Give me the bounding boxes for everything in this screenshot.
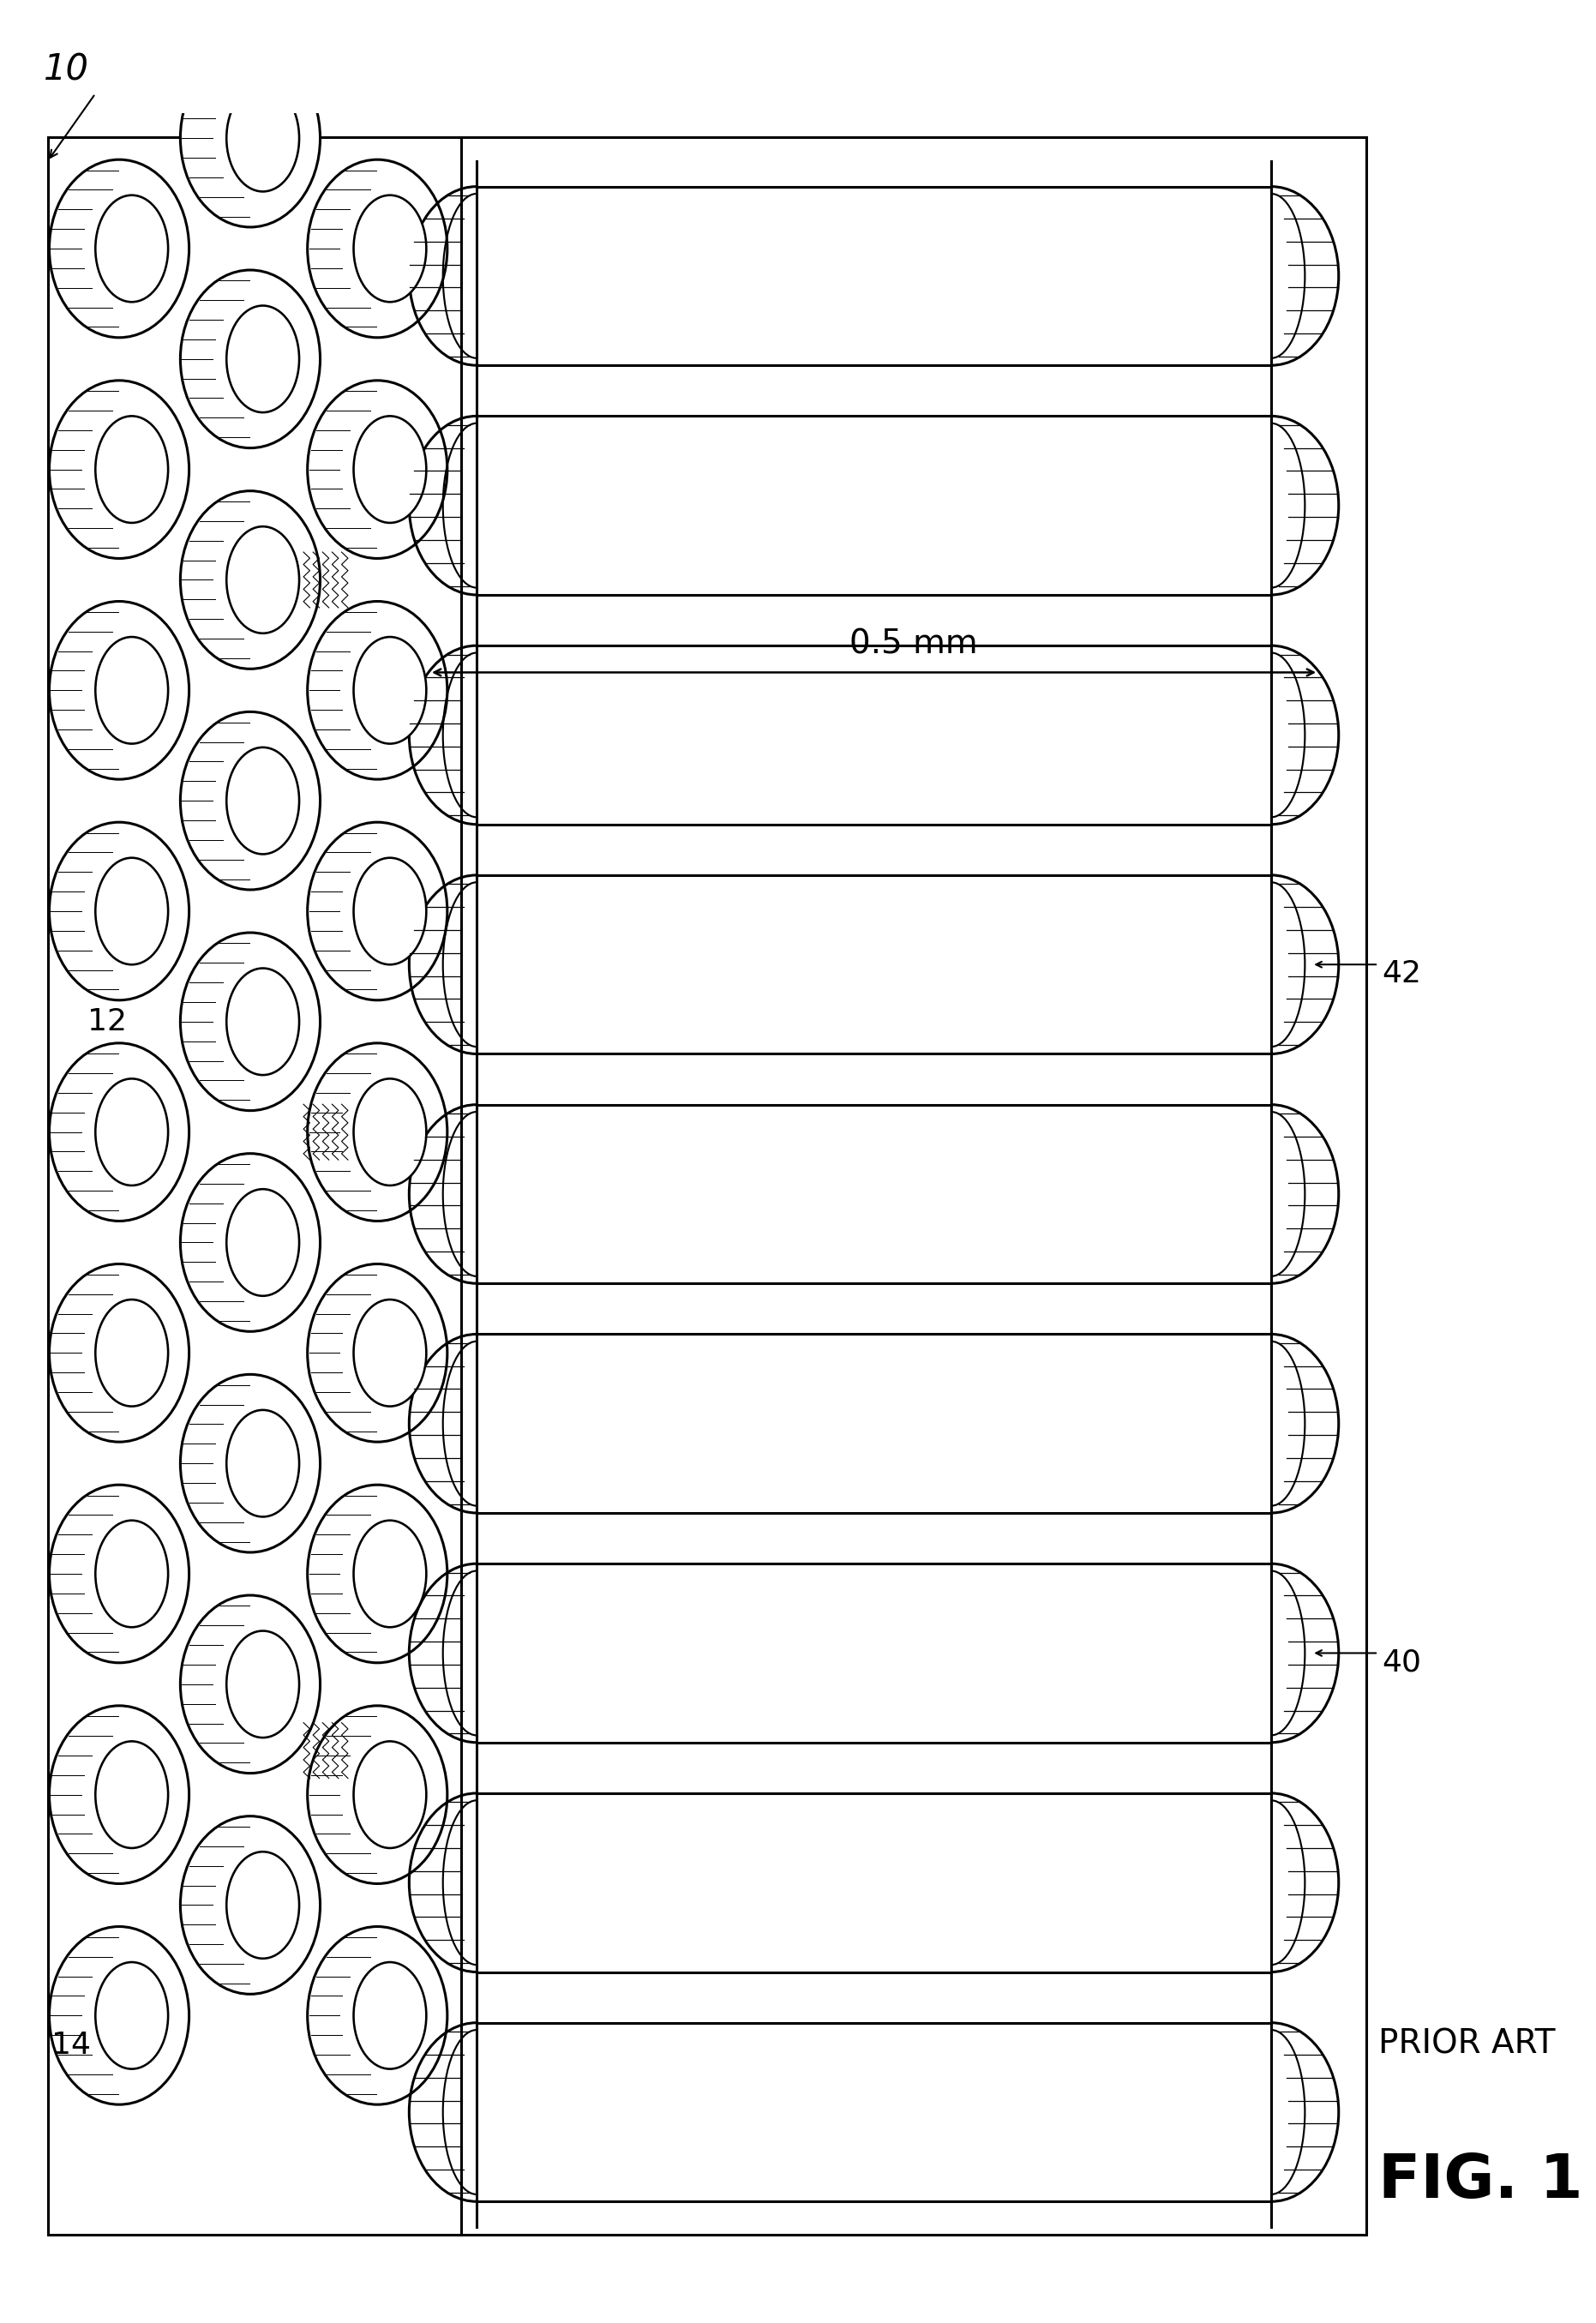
Text: PRIOR ART: PRIOR ART bbox=[1379, 2028, 1556, 2061]
Ellipse shape bbox=[49, 1926, 188, 2105]
Ellipse shape bbox=[308, 1264, 447, 1443]
Ellipse shape bbox=[49, 1484, 188, 1663]
Ellipse shape bbox=[96, 1742, 168, 1849]
Ellipse shape bbox=[96, 1299, 168, 1405]
Ellipse shape bbox=[49, 1705, 188, 1884]
Ellipse shape bbox=[180, 1596, 321, 1772]
Bar bbox=[409, 416, 1339, 595]
Ellipse shape bbox=[96, 195, 168, 302]
Ellipse shape bbox=[354, 1522, 426, 1626]
Ellipse shape bbox=[227, 527, 298, 634]
Ellipse shape bbox=[49, 822, 188, 1001]
Ellipse shape bbox=[180, 711, 321, 890]
Bar bbox=[409, 1106, 1339, 1282]
Bar bbox=[409, 1563, 1339, 1742]
Ellipse shape bbox=[96, 1522, 168, 1626]
Ellipse shape bbox=[96, 637, 168, 743]
Ellipse shape bbox=[180, 1155, 321, 1331]
Ellipse shape bbox=[227, 969, 298, 1076]
Ellipse shape bbox=[180, 490, 321, 669]
Ellipse shape bbox=[180, 49, 321, 228]
Ellipse shape bbox=[180, 1817, 321, 1993]
Ellipse shape bbox=[308, 1926, 447, 2105]
Ellipse shape bbox=[227, 1851, 298, 1958]
Ellipse shape bbox=[308, 822, 447, 1001]
Ellipse shape bbox=[49, 1264, 188, 1443]
Ellipse shape bbox=[308, 1484, 447, 1663]
Bar bbox=[409, 876, 1339, 1055]
Text: 12: 12 bbox=[88, 1008, 128, 1036]
Ellipse shape bbox=[308, 602, 447, 778]
Ellipse shape bbox=[227, 1189, 298, 1296]
Ellipse shape bbox=[354, 416, 426, 523]
Bar bbox=[409, 646, 1339, 825]
Ellipse shape bbox=[354, 1963, 426, 2070]
Ellipse shape bbox=[308, 160, 447, 337]
Ellipse shape bbox=[308, 381, 447, 558]
Text: 42: 42 bbox=[1382, 959, 1422, 990]
Ellipse shape bbox=[96, 857, 168, 964]
Ellipse shape bbox=[354, 1299, 426, 1405]
Bar bbox=[409, 186, 1339, 365]
Ellipse shape bbox=[180, 1375, 321, 1552]
Ellipse shape bbox=[354, 1742, 426, 1849]
Ellipse shape bbox=[354, 1078, 426, 1185]
Ellipse shape bbox=[354, 857, 426, 964]
Ellipse shape bbox=[227, 1410, 298, 1517]
Text: 40: 40 bbox=[1382, 1647, 1422, 1677]
Text: 10: 10 bbox=[43, 51, 89, 88]
Bar bbox=[409, 1793, 1339, 1972]
Ellipse shape bbox=[180, 932, 321, 1110]
Ellipse shape bbox=[227, 307, 298, 413]
Ellipse shape bbox=[354, 195, 426, 302]
Ellipse shape bbox=[354, 637, 426, 743]
Ellipse shape bbox=[49, 602, 188, 778]
Ellipse shape bbox=[49, 1043, 188, 1222]
Bar bbox=[409, 1333, 1339, 1512]
Bar bbox=[48, 137, 1366, 2235]
Ellipse shape bbox=[227, 84, 298, 190]
Text: 14: 14 bbox=[51, 2030, 91, 2061]
Ellipse shape bbox=[96, 416, 168, 523]
Text: FIG. 1: FIG. 1 bbox=[1379, 2151, 1583, 2211]
Text: 0.5 mm: 0.5 mm bbox=[849, 627, 978, 660]
Ellipse shape bbox=[227, 1631, 298, 1738]
Ellipse shape bbox=[49, 381, 188, 558]
Ellipse shape bbox=[96, 1963, 168, 2070]
Ellipse shape bbox=[308, 1705, 447, 1884]
Ellipse shape bbox=[308, 1043, 447, 1222]
Ellipse shape bbox=[227, 748, 298, 855]
Ellipse shape bbox=[49, 160, 188, 337]
Ellipse shape bbox=[180, 269, 321, 448]
Bar bbox=[409, 2023, 1339, 2202]
Ellipse shape bbox=[96, 1078, 168, 1185]
